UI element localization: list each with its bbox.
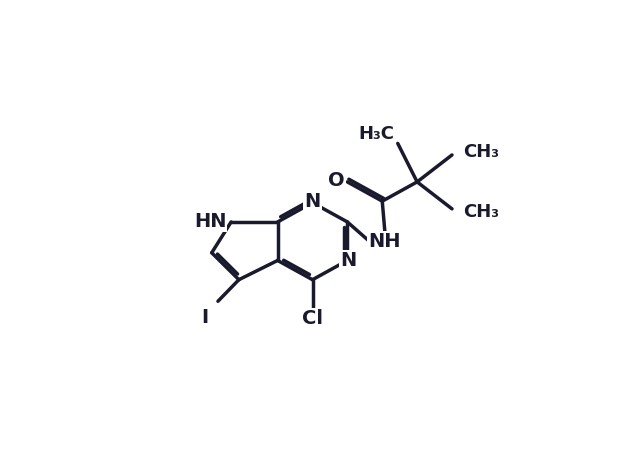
Text: NH: NH: [369, 232, 401, 251]
Text: O: O: [328, 171, 345, 190]
Text: N: N: [305, 192, 321, 212]
Text: Cl: Cl: [302, 309, 323, 329]
Text: CH₃: CH₃: [463, 143, 499, 161]
Text: I: I: [201, 308, 209, 327]
Text: HN: HN: [194, 212, 227, 231]
Text: N: N: [340, 251, 356, 270]
Text: CH₃: CH₃: [463, 203, 499, 221]
Text: H₃C: H₃C: [358, 125, 394, 143]
